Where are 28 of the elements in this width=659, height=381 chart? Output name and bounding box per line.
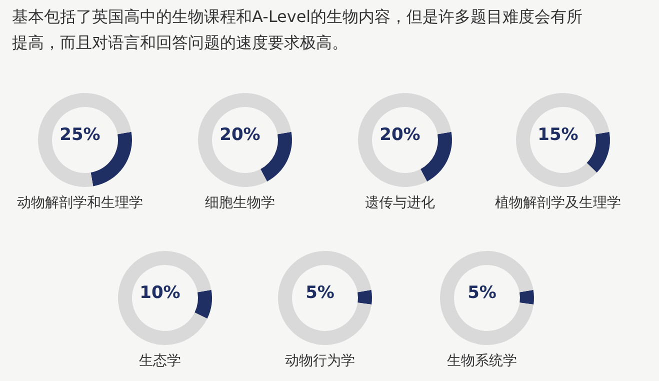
text: 5% bbox=[468, 283, 496, 303]
donut-slice bbox=[358, 290, 372, 305]
donut-slice bbox=[260, 132, 292, 182]
text: 动物解剖学和生理学 bbox=[16, 194, 144, 212]
donut-slice bbox=[516, 93, 610, 187]
text: 基本包括了英国高中的生物课程和A-Level的生物内容，但是许多题目难度会有所提高，而且对语言和回答问题的速度要求极高。 bbox=[12, 6, 584, 54]
donut-slice bbox=[38, 93, 132, 187]
donut-slice bbox=[440, 251, 534, 345]
text: 生物系统学 bbox=[446, 352, 518, 370]
text: 10% bbox=[140, 283, 180, 303]
text: 植物解剖学及生理学 bbox=[494, 194, 622, 212]
text: 5% bbox=[306, 283, 334, 303]
donut-slice bbox=[194, 290, 212, 319]
donut-slice bbox=[420, 132, 452, 182]
text: 20% bbox=[380, 125, 420, 145]
donut-slice bbox=[520, 290, 534, 305]
text: 细胞生物学 bbox=[204, 194, 276, 212]
text: 动物行为学 bbox=[284, 352, 356, 370]
text: 遗传与进化 bbox=[364, 194, 436, 212]
text: 生态学 bbox=[138, 352, 182, 370]
donut-slice bbox=[278, 251, 372, 345]
text: 20% bbox=[220, 125, 260, 145]
donut-slice bbox=[358, 93, 452, 187]
donut-slice bbox=[198, 93, 292, 187]
text: 15% bbox=[538, 125, 578, 145]
donut-slice bbox=[118, 251, 212, 345]
text: 25% bbox=[60, 125, 100, 145]
donut-slice bbox=[586, 132, 610, 173]
